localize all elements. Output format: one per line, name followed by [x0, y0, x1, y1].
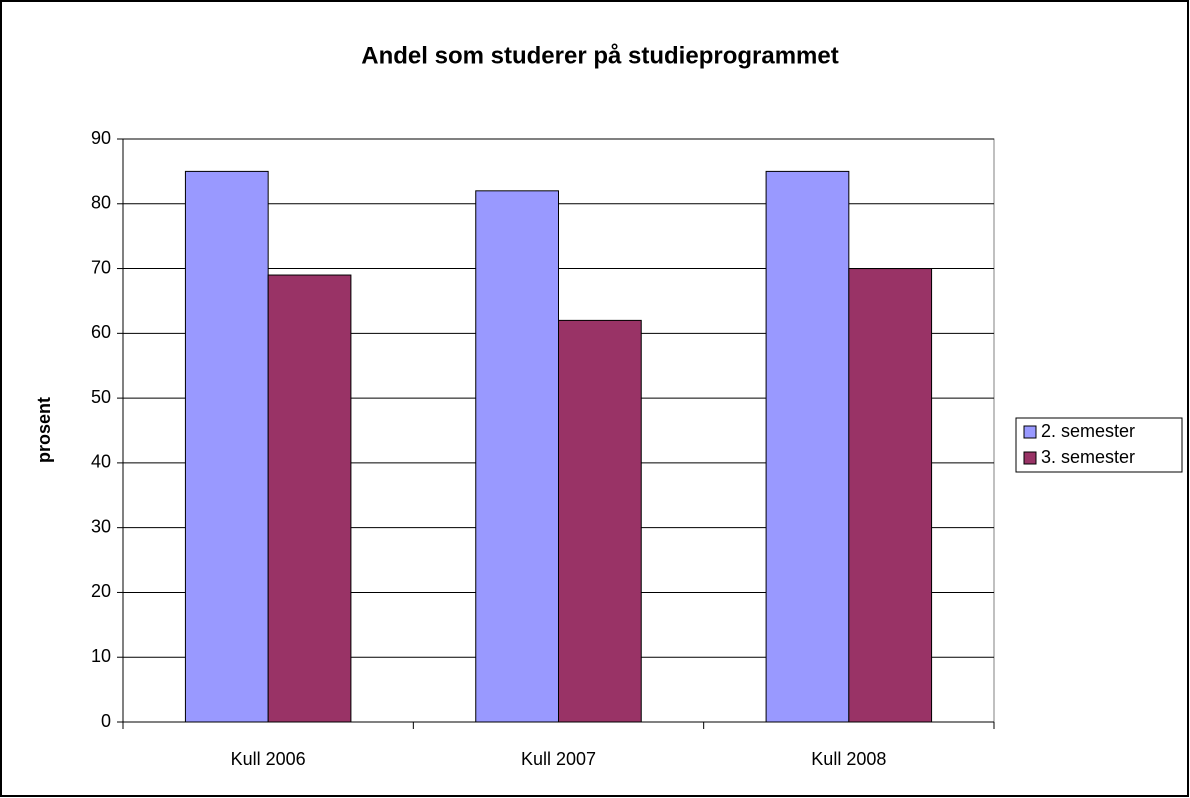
y-tick-label: 0 — [101, 711, 111, 731]
bar — [848, 268, 933, 723]
y-tick-label: 80 — [91, 193, 111, 213]
legend-label: 2. semester — [1041, 421, 1135, 441]
y-tick-label: 20 — [91, 581, 111, 601]
x-tick-label: Kull 2007 — [521, 749, 596, 769]
chart-title: Andel som studerer på studieprogrammet — [361, 42, 838, 69]
bar — [184, 170, 269, 723]
x-tick-label: Kull 2006 — [231, 749, 306, 769]
y-axis-label: prosent — [34, 397, 54, 463]
legend-box — [1015, 417, 1183, 473]
legend-key — [1023, 451, 1037, 465]
legend-label: 3. semester — [1041, 447, 1135, 467]
x-tick-label: Kull 2008 — [811, 749, 886, 769]
y-tick-label: 50 — [91, 387, 111, 407]
y-tick-label: 30 — [91, 516, 111, 536]
y-tick-label: 10 — [91, 646, 111, 666]
y-tick-label: 40 — [91, 452, 111, 472]
legend-key — [1023, 425, 1037, 439]
y-tick-label: 60 — [91, 322, 111, 342]
bar — [765, 170, 850, 723]
y-tick-label: 70 — [91, 257, 111, 277]
bar — [267, 274, 352, 723]
bar — [558, 319, 642, 723]
bar — [475, 190, 560, 723]
y-tick-label: 90 — [91, 128, 111, 148]
